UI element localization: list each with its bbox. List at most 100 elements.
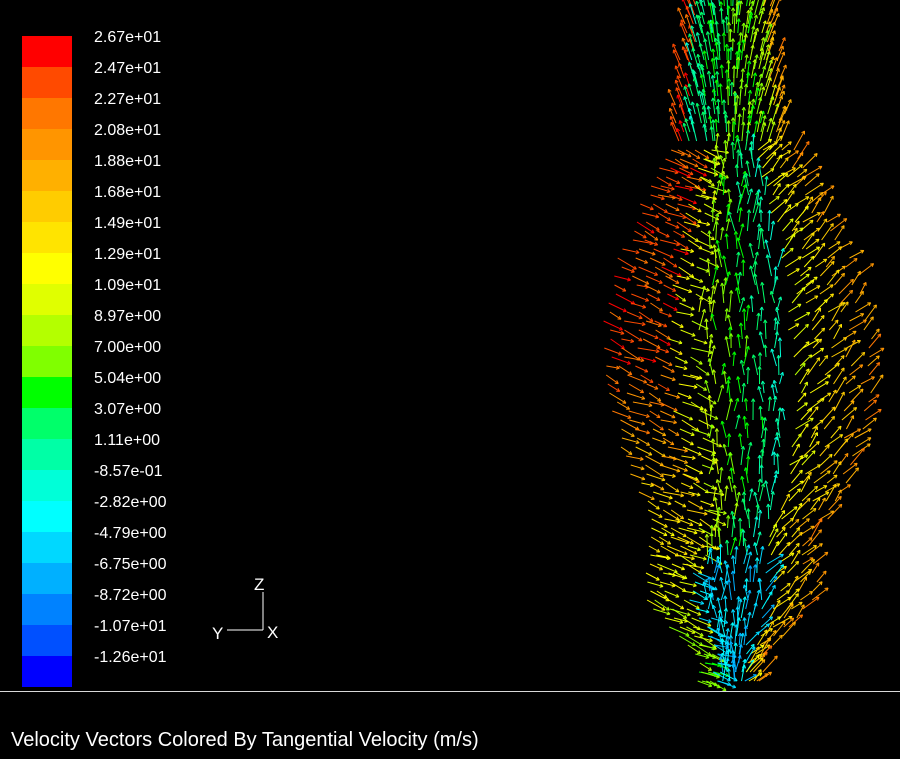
velocity-vector-head <box>736 546 739 550</box>
velocity-vector <box>757 629 768 646</box>
velocity-vector <box>747 367 749 385</box>
velocity-vector-head <box>737 606 740 610</box>
velocity-vector <box>711 2 715 16</box>
velocity-vector <box>723 370 727 385</box>
velocity-vector <box>687 545 701 551</box>
velocity-vector-head <box>749 60 752 65</box>
velocity-vector-head <box>685 14 689 18</box>
velocity-vector-head <box>630 341 634 344</box>
velocity-vector <box>810 497 821 511</box>
velocity-vector <box>765 68 772 88</box>
velocity-vector <box>862 417 877 430</box>
velocity-vector <box>723 0 725 7</box>
velocity-vector <box>664 617 684 624</box>
velocity-vector-head <box>813 232 815 237</box>
velocity-vector <box>732 0 734 7</box>
velocity-vector-head <box>709 115 713 119</box>
velocity-vector-head <box>720 638 723 642</box>
velocity-vector <box>680 248 694 252</box>
velocity-vector <box>655 329 671 340</box>
velocity-vector-head <box>735 92 738 96</box>
velocity-vector <box>732 609 736 628</box>
velocity-vector-head <box>738 41 742 46</box>
velocity-vector <box>769 599 781 619</box>
velocity-vector-head <box>780 127 782 132</box>
velocity-vector-head <box>716 517 720 521</box>
velocity-vector-head <box>692 208 697 211</box>
velocity-vector <box>781 247 794 259</box>
velocity-vector-head <box>675 65 679 69</box>
velocity-vector-head <box>680 495 684 498</box>
velocity-vector <box>836 376 847 394</box>
velocity-vector <box>712 266 718 286</box>
velocity-vector <box>753 659 766 673</box>
velocity-vector <box>686 626 704 637</box>
velocity-vector-head <box>780 296 783 301</box>
velocity-vector <box>767 553 784 565</box>
velocity-vector-head <box>793 167 796 172</box>
velocity-vector-head <box>639 458 644 461</box>
velocity-vector-head <box>783 532 788 535</box>
velocity-vector <box>635 446 653 456</box>
velocity-vector <box>855 302 871 313</box>
velocity-vector-head <box>844 337 848 341</box>
velocity-vector <box>769 57 778 79</box>
velocity-vector-head <box>720 489 723 493</box>
velocity-vector <box>740 596 746 619</box>
velocity-vector <box>787 561 799 574</box>
velocity-vector <box>745 129 749 151</box>
velocity-vector-head <box>767 623 770 628</box>
velocity-vector-head <box>765 239 769 243</box>
velocity-vector <box>740 322 743 340</box>
velocity-vector <box>699 518 716 531</box>
velocity-vector-head <box>879 333 882 338</box>
velocity-vector-head <box>773 220 776 225</box>
velocity-vector <box>784 190 795 205</box>
velocity-vector-head <box>708 685 712 688</box>
velocity-vector-head <box>747 455 751 460</box>
velocity-vector <box>758 671 772 682</box>
velocity-vector <box>753 669 762 682</box>
velocity-vector-head <box>742 632 745 637</box>
velocity-vector <box>672 43 681 61</box>
velocity-vector-head <box>737 56 741 61</box>
velocity-vector-head <box>678 342 683 345</box>
velocity-vector-head <box>727 59 731 64</box>
velocity-vector-head <box>738 414 741 419</box>
velocity-vector <box>660 545 679 557</box>
velocity-vector-head <box>843 273 845 277</box>
velocity-vector-head <box>680 19 685 23</box>
velocity-vector-head <box>717 279 720 283</box>
velocity-vector-head <box>818 497 821 502</box>
velocity-vector <box>776 453 780 475</box>
velocity-vector <box>723 255 729 277</box>
velocity-vector <box>771 348 777 367</box>
velocity-vector <box>752 564 756 583</box>
velocity-vector <box>746 160 751 178</box>
velocity-vector <box>761 449 763 466</box>
velocity-vector <box>680 482 694 489</box>
velocity-vector <box>709 2 715 25</box>
velocity-vector-head <box>744 422 748 427</box>
velocity-vector-head <box>707 258 711 262</box>
velocity-vector-head <box>676 94 678 99</box>
velocity-vector <box>649 401 665 406</box>
velocity-vector <box>746 10 750 25</box>
colormap-tick-label: -2.82e+00 <box>94 494 167 511</box>
velocity-vector-head <box>715 240 718 244</box>
velocity-vector-head <box>672 458 677 461</box>
velocity-vector <box>794 312 811 322</box>
velocity-vector <box>672 284 692 293</box>
velocity-vector <box>635 428 650 434</box>
velocity-vector-head <box>734 164 738 169</box>
velocity-vector <box>679 302 695 311</box>
velocity-vector <box>610 329 625 335</box>
velocity-vector <box>752 72 756 88</box>
velocity-vector-head <box>798 164 803 166</box>
velocity-vector-head <box>642 307 646 309</box>
velocity-vector-head <box>707 105 711 110</box>
velocity-vector <box>789 454 809 466</box>
velocity-vector <box>720 580 728 601</box>
velocity-vector <box>849 364 864 376</box>
velocity-vector-head <box>777 196 780 200</box>
